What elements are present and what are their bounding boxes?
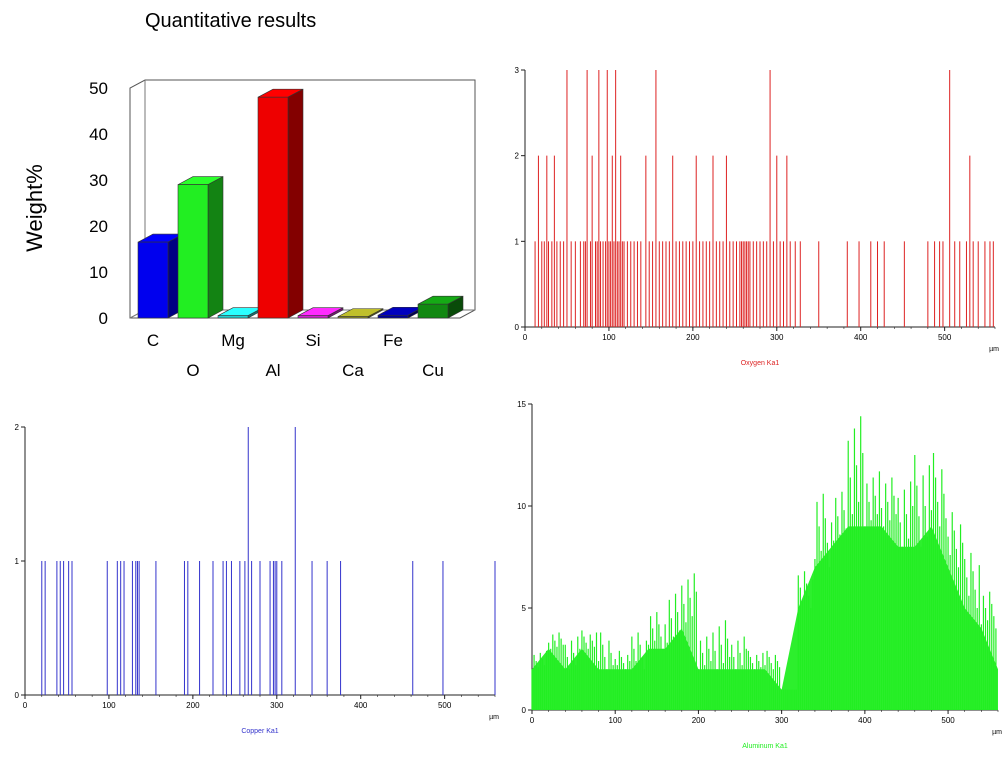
x-tick-label: 400 (858, 716, 872, 725)
x-tick-label: 200 (692, 716, 706, 725)
y-tick-label: 15 (517, 400, 526, 409)
x-tick-label: C (147, 331, 159, 350)
bar-O (177, 176, 224, 319)
y-tick-label: 0 (515, 323, 520, 332)
x-tick-label: 100 (602, 333, 616, 342)
x-axis-label: Copper Ka1 (241, 728, 278, 735)
bar-front-face (377, 314, 409, 319)
x-unit-label: µm (992, 729, 1002, 736)
y-tick-label: 20 (89, 217, 108, 236)
x-tick-label: 500 (941, 716, 955, 725)
bar-Si (297, 307, 344, 319)
bar-front-face (337, 316, 369, 319)
x-axis-label: Oxygen Ka1 (741, 360, 780, 367)
x-tick-label: 0 (23, 701, 28, 710)
x-unit-label: µm (989, 346, 999, 353)
x-tick-label: 0 (530, 716, 535, 725)
bar-C (137, 233, 184, 319)
bar-Al (257, 88, 304, 319)
x-tick-label: 100 (609, 716, 623, 725)
bar-front-face (177, 184, 209, 319)
y-tick-label: 0 (15, 691, 20, 700)
x-tick-label: 200 (186, 701, 200, 710)
y-tick-label: 5 (522, 604, 527, 613)
y-tick-label: 10 (517, 502, 526, 511)
x-tick-label: 500 (438, 701, 452, 710)
x-unit-label: µm (489, 714, 499, 721)
bar-chart-panel: Quantitative results Weight% 0 10 20 30 40 50… (0, 0, 500, 385)
oxygen-linescan-panel: 0 1 2 3 0 100 200 300 400 500 µm Oxygen Ka1 (500, 55, 1004, 385)
x-tick-label: 300 (270, 701, 284, 710)
aluminum-linescan-panel: 0 5 10 15 0 100 200 300 400 500 µm Aluminum Ka1 (500, 390, 1004, 760)
copper-linescan-chart: 0 1 2 0 100 200 300 400 500 µm Copper Ka1 (15, 423, 500, 735)
y-tick-label: 10 (89, 263, 108, 282)
x-tick-label: Si (305, 331, 320, 350)
bar-front-face (257, 96, 289, 319)
bar-side-face (207, 176, 224, 319)
bar-front-face (137, 241, 169, 319)
y-tick-label: 3 (515, 66, 520, 75)
y-tick-label: 50 (89, 79, 108, 98)
copper-linescan-panel: 0 1 2 0 100 200 300 400 500 µm Copper Ka1 (0, 410, 500, 760)
x-tick-label: 500 (938, 333, 952, 342)
x-tick-label: Mg (221, 331, 245, 350)
bar-side-face (287, 88, 304, 319)
y-tick-label: 1 (15, 557, 20, 566)
bar-Cu (417, 295, 464, 319)
y-tick-label: 0 (522, 706, 527, 715)
bar-Ca (337, 308, 384, 319)
x-tick-label: Al (265, 361, 280, 380)
bar-front-face (217, 315, 249, 319)
x-tick-label: 300 (770, 333, 784, 342)
y-tick-label: 0 (99, 309, 108, 328)
chart-title: Quantitative results (145, 10, 317, 32)
y-tick-label: 30 (89, 171, 108, 190)
x-tick-label: Fe (383, 331, 403, 350)
x-axis-label: Aluminum Ka1 (742, 743, 788, 750)
x-tick-label: 0 (523, 333, 528, 342)
y-tick-label: 2 (515, 152, 520, 161)
x-tick-label: 400 (354, 701, 368, 710)
y-tick-label: 1 (515, 237, 520, 246)
oxygen-linescan-chart: 0 1 2 3 0 100 200 300 400 500 µm Oxygen Ka1 (515, 66, 1000, 367)
bar-chart: 0 10 20 30 40 50 C O Mg Al Si Ca Fe Cu (89, 79, 476, 380)
y-tick-label: 40 (89, 125, 108, 144)
x-tick-label: 400 (854, 333, 868, 342)
y-tick-label: 2 (15, 423, 20, 432)
x-tick-label: 200 (686, 333, 700, 342)
aluminum-linescan-chart: 0 5 10 15 0 100 200 300 400 500 µm Aluminum Ka1 (517, 400, 1002, 750)
bar-front-face (417, 303, 449, 319)
bar-front-face (297, 315, 329, 319)
x-tick-label: 100 (102, 701, 116, 710)
x-tick-label: Ca (342, 361, 364, 380)
x-tick-label: Cu (422, 361, 444, 380)
x-tick-label: O (186, 361, 199, 380)
x-tick-label: 300 (775, 716, 789, 725)
